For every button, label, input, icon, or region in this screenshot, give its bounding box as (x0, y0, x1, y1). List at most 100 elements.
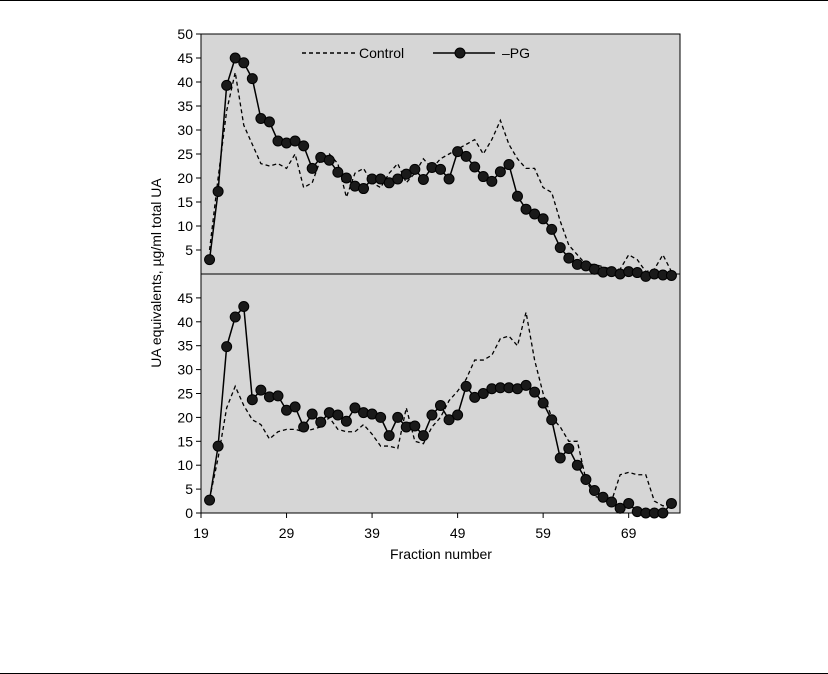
bottom-pg-data-point (238, 301, 250, 313)
bottom-pg-data-point (657, 507, 669, 519)
bottom-pg-data-point (614, 502, 626, 514)
top-y-tick-label: 10 (177, 218, 193, 234)
top-pg-data-point (546, 223, 558, 235)
top-pg-data-point (323, 154, 335, 166)
axis-layer: 5 10 15 20 25 30 35 40 45 50 0 5 10 15 20 25 30 35 40 45 19 2… (177, 26, 636, 541)
top-pg-data-point (400, 168, 412, 180)
top-y-tick-label: 25 (177, 146, 193, 162)
bottom-pg-data-point (571, 459, 583, 471)
bottom-pg-data-point (452, 409, 464, 421)
bottom-pg-data-point (435, 399, 446, 411)
bottom-y-tick-label: 0 (185, 505, 193, 521)
series-layer (204, 52, 677, 519)
x-axis-label: Fraction number (390, 546, 492, 562)
top-y-tick-label: 15 (177, 194, 193, 210)
top-pg-data-point (332, 166, 344, 178)
bottom-pg-data-point (409, 420, 421, 432)
bottom-pg-data-point (349, 402, 361, 414)
x-tick-label: 19 (193, 525, 209, 541)
top-panel-plot-area (200, 33, 681, 275)
bottom-pg-data-point (332, 409, 344, 421)
bottom-pg-data-point (315, 416, 327, 428)
bottom-y-tick-label: 5 (185, 481, 193, 497)
top-pg-data-point (452, 146, 464, 158)
bottom-pg-data-point (588, 485, 600, 497)
bottom-pg-data-point (229, 311, 241, 323)
top-y-tick-label: 45 (177, 50, 193, 66)
bottom-pg-data-point (443, 414, 455, 426)
top-pg-data-point (340, 172, 352, 184)
top-y-tick-label: 30 (177, 122, 193, 138)
bottom-pg-data-point (255, 384, 267, 396)
top-series-pg (204, 52, 677, 282)
bottom-y-tick-label: 20 (177, 409, 193, 425)
top-pg-data-point (229, 52, 241, 64)
top-pg-data-point (469, 161, 481, 173)
bottom-pg-data-point (221, 341, 233, 353)
x-tick-label: 59 (535, 525, 551, 541)
bottom-pg-data-point (606, 496, 618, 508)
top-y-tick-label: 35 (177, 98, 193, 114)
bottom-pg-data-point (580, 474, 592, 486)
top-pg-data-point (665, 269, 677, 281)
top-pg-data-point (358, 183, 370, 195)
top-pg-data-point (537, 213, 549, 225)
top-pg-data-point (417, 173, 429, 185)
top-y-tick-label: 20 (177, 170, 193, 186)
bottom-y-tick-label: 35 (177, 338, 193, 354)
bottom-pg-data-point (392, 411, 404, 423)
legend-control-label: Control (359, 45, 404, 61)
top-pg-data-point (494, 166, 506, 178)
top-border-line (0, 0, 828, 1)
bottom-pg-data-point (204, 494, 216, 506)
top-pg-data-point (204, 254, 216, 266)
top-pg-data-point (529, 208, 541, 220)
bottom-y-tick-label: 30 (177, 362, 193, 378)
top-pg-data-point (392, 173, 404, 185)
bottom-y-tick-label: 15 (177, 433, 193, 449)
bottom-y-tick-label: 10 (177, 457, 193, 473)
legend-pg-label: –PG (502, 45, 530, 61)
top-pg-data-point (563, 252, 575, 264)
top-y-tick-label: 50 (177, 26, 193, 42)
top-pg-data-point (520, 203, 532, 215)
top-pg-data-point (246, 73, 258, 85)
x-tick-label: 39 (364, 525, 380, 541)
bottom-pg-data-point (597, 491, 609, 503)
top-pg-data-point (477, 171, 489, 183)
legend-pg-marker (454, 47, 466, 59)
bottom-pg-data-point (546, 414, 558, 426)
legend: Control –PG (302, 45, 530, 61)
top-pg-data-point (460, 150, 472, 162)
bottom-series-control (208, 312, 672, 507)
bottom-pg-data-point (460, 380, 472, 392)
bottom-pg-data-point (554, 452, 566, 464)
x-tick-label: 69 (621, 525, 637, 541)
top-pg-data-point (443, 173, 455, 185)
y-axis-label: UA equivalents, µg/ml total UA (148, 178, 164, 368)
bottom-pg-data-point (520, 379, 532, 391)
bottom-pg-data-point (426, 409, 438, 421)
bottom-pg-data-point (289, 401, 301, 413)
top-pg-data-point (263, 116, 275, 128)
bottom-pg-data-point (477, 388, 489, 399)
bottom-pg-data-point (340, 415, 352, 427)
bottom-pg-data-point (537, 397, 549, 409)
top-y-tick-label: 40 (177, 74, 193, 90)
bottom-pg-data-point (246, 394, 258, 406)
bottom-pg-data-point (298, 421, 310, 433)
bottom-y-tick-label: 25 (177, 386, 193, 402)
top-pg-data-point (212, 185, 224, 197)
bottom-pg-data-point (383, 430, 395, 442)
bottom-pg-data-point (212, 440, 224, 452)
bottom-pg-data-point (563, 442, 575, 454)
top-pg-data-point (306, 162, 318, 174)
top-pg-data-point (238, 57, 250, 69)
top-pg-data-point (503, 159, 515, 171)
x-tick-label: 49 (450, 525, 466, 541)
bottom-pg-data-point (623, 497, 635, 509)
bottom-pg-data-point (306, 408, 318, 420)
top-pg-data-point (289, 135, 301, 147)
top-pg-data-point (298, 140, 310, 152)
